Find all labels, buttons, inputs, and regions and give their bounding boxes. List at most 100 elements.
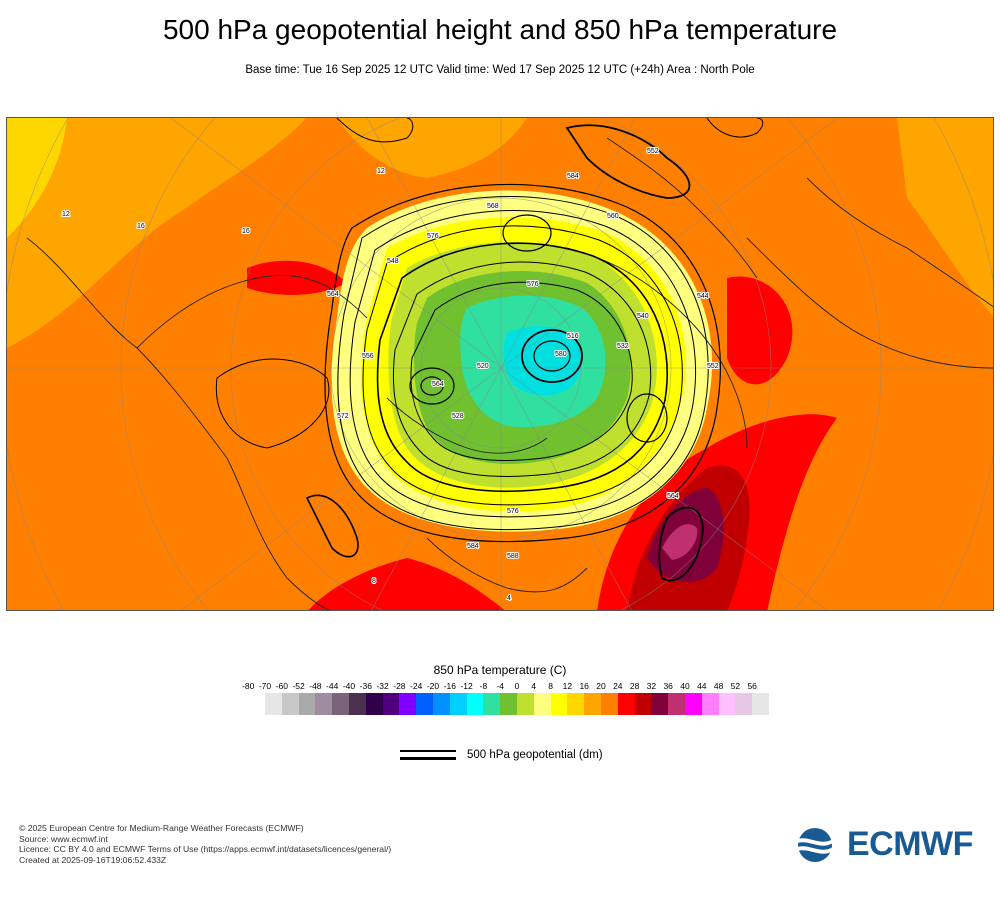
colorbar-swatch [265, 693, 282, 715]
contour-label: 580 [555, 351, 567, 358]
contour-label: 568 [487, 203, 499, 210]
low-center-contour [420, 376, 444, 396]
contour-label: 576 [507, 508, 519, 515]
colorbar-tick-label: -80 [242, 681, 255, 691]
contour-line [376, 242, 669, 492]
contour-label: 528 [452, 413, 464, 420]
contour-line [337, 196, 709, 531]
coastlines [26, 137, 993, 610]
temperature-field-light-orange-east [897, 118, 993, 316]
contour-label: 12 [377, 168, 385, 175]
contour-label: 588 [507, 553, 519, 560]
colorbar-tick-label: -16 [443, 681, 456, 691]
coastline-path [806, 177, 993, 308]
colorbar-swatch [332, 693, 349, 715]
contour-label: 560 [607, 213, 619, 220]
colorbar-tick-label: -20 [426, 681, 440, 691]
colorbar-swatch [567, 693, 585, 715]
graticule [7, 118, 993, 610]
high-center-contour [626, 393, 668, 443]
contour-label: 16 [137, 223, 145, 230]
coastline-path [606, 137, 758, 279]
colorbar [265, 693, 769, 715]
colorbar-swatch [365, 693, 383, 715]
contour-line [305, 494, 359, 558]
credits: © 2025 European Centre for Medium-Range … [19, 823, 391, 865]
colorbar-swatch [416, 693, 433, 715]
credits-licence: Licence: CC BY 4.0 and ECMWF Terms of Us… [19, 844, 392, 854]
ecmwf-logo[interactable]: ECMWF [795, 825, 985, 865]
meridian-line [367, 118, 502, 369]
coastline-path [746, 237, 993, 369]
colorbar-tick-label: -40 [342, 681, 356, 691]
colorbar-tick-label: 36 [663, 681, 673, 691]
colorbar-swatch [516, 693, 534, 715]
credits-copyright: © 2025 European Centre for Medium-Range … [19, 823, 304, 833]
contour-label: 532 [617, 343, 629, 350]
temperature-field-red-west [247, 260, 347, 295]
colorbar-tick-label: -8 [479, 681, 488, 691]
colorbar-swatch [382, 693, 400, 715]
contour-label: 4 [507, 595, 511, 602]
colorbar-tick-label: -52 [292, 681, 305, 691]
colorbar-tick-label: 4 [531, 681, 537, 691]
contour-label: 556 [362, 353, 374, 360]
colorbar-tick-label: -4 [496, 681, 504, 691]
colorbar-tick-label: 48 [713, 681, 724, 691]
colorbar-swatch [668, 693, 685, 715]
contour-label: 552 [647, 148, 659, 155]
meridian-line [371, 367, 502, 610]
colorbar-tick-label: -32 [376, 681, 389, 691]
coastline-path [426, 537, 588, 593]
colorbar-tick-label: 44 [697, 681, 707, 691]
colorbar-swatch [735, 693, 753, 715]
meridian-line [181, 367, 502, 610]
temperature-field-light-orange-nw [7, 118, 307, 348]
contour-label: 8 [372, 578, 376, 585]
colorbar-swatch [752, 693, 769, 715]
colorbar-swatch [399, 693, 417, 715]
colorbar-swatch [483, 693, 501, 715]
colorbar-swatch [533, 693, 551, 715]
ecmwf-logo-icon [795, 828, 843, 862]
colorbar-tick-label: 12 [562, 681, 573, 691]
contour-line [336, 118, 414, 143]
colorbar-swatch [617, 693, 635, 715]
colorbar-swatch [348, 693, 366, 715]
coastline-path [386, 397, 548, 454]
colorbar-swatch [718, 693, 736, 715]
contour-label: 584 [467, 543, 479, 550]
contour-label: 576 [427, 233, 439, 240]
contour-label: 564 [327, 291, 339, 298]
contour-label: 516 [567, 333, 579, 340]
colorbar-tick-label: 16 [579, 681, 589, 691]
colorbar-swatch [432, 693, 450, 715]
contour-label: 12 [62, 211, 70, 218]
temperature-field-red-east [727, 276, 793, 385]
map-canvas: 552 564 576 580 564 528 520 516 532 540 544 552 564 5… [7, 118, 993, 610]
colorbar-swatch [298, 693, 316, 715]
contour-label: 544 [697, 293, 709, 300]
colorbar-tick-label: 0 [514, 681, 520, 691]
colorbar-tick-label: 8 [548, 681, 553, 691]
colorbar-labels: -80 -70 -60 -52 -48 -44 -40 -36 -32 -28 -24 -20 -16-… [0, 681, 1000, 693]
colorbar-swatch [684, 693, 702, 715]
map-panel[interactable]: 552 564 576 580 564 528 520 516 532 540 544 552 564 5… [6, 117, 994, 611]
meridian-line [500, 367, 828, 610]
contour-label: 520 [477, 363, 489, 370]
contour-line [362, 225, 683, 506]
contour-label: 564 [432, 381, 444, 388]
colorbar-swatch [634, 693, 652, 715]
colorbar-tick-label: 24 [613, 681, 623, 691]
low-center-contour [409, 367, 455, 405]
coastline-path [26, 237, 331, 610]
contour-label: 572 [337, 413, 349, 420]
contour-label: 564 [667, 493, 679, 500]
colorbar-tick-label: -44 [326, 681, 339, 691]
temperature-field-light-orange-top [337, 118, 527, 178]
high-center-contour [502, 214, 552, 252]
colorbar-tick-label: -28 [393, 681, 406, 691]
colorbar-tick-label: -60 [275, 681, 288, 691]
contour-label: 548 [387, 258, 399, 265]
geopotential-legend-line [400, 750, 456, 760]
